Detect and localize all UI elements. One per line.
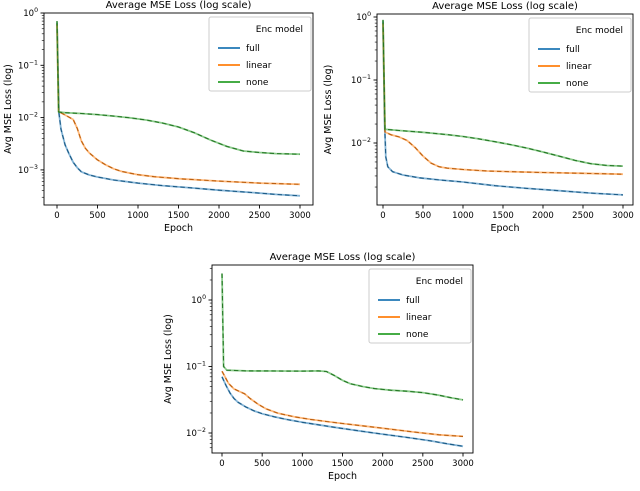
chart-title: Average MSE Loss (log scale) [432, 1, 578, 12]
legend-title: Enc model [256, 25, 303, 35]
x-axis-label: Epoch [490, 223, 519, 234]
plot-frame [376, 13, 634, 206]
series-line-dashed-none [56, 21, 301, 155]
series-group [221, 273, 464, 448]
x-tick-label: 500 [415, 211, 431, 221]
legend: Enc model full linear none [208, 16, 312, 92]
x-tick-label: 1000 [127, 211, 149, 221]
x-tick-label: 0 [380, 211, 385, 221]
y-tick-label: 10−2 [351, 137, 371, 149]
series-group [382, 19, 624, 196]
chart-top-right: Average MSE Loss (log scale) Epoch Avg MSE… [320, 0, 640, 240]
y-axis-label: Avg MSE Loss (log) [323, 65, 334, 155]
legend-title: Enc model [416, 277, 463, 287]
legend-label-none: none [406, 330, 429, 340]
chart-top-left: Average MSE Loss (log scale) Epoch Avg MSE… [0, 0, 320, 240]
chart-svg: Average MSE Loss (log scale) Epoch Avg MSE… [163, 252, 474, 482]
x-tick-label: 0 [54, 211, 59, 221]
legend-label-full: full [246, 44, 260, 54]
legend-label-linear: linear [566, 62, 592, 72]
x-tick-label: 3000 [289, 211, 311, 221]
x-tick-label: 0 [219, 459, 224, 469]
series-line-dashed-full [221, 376, 464, 447]
chart-title: Average MSE Loss (log scale) [106, 0, 252, 11]
series-line-dashed-linear [382, 23, 624, 175]
series-line-full [221, 376, 464, 448]
legend-label-full: full [566, 45, 580, 55]
y-tick-label: 100 [23, 7, 38, 19]
series-line-dashed-linear [56, 23, 301, 185]
series-line-dashed-full [382, 21, 624, 196]
chart-title: Average MSE Loss (log scale) [270, 252, 416, 263]
legend-label-full: full [406, 296, 420, 306]
legend: Enc model full linear none [368, 268, 472, 344]
chart-svg: Average MSE Loss (log scale) Epoch Avg MSE… [3, 0, 314, 234]
legend-label-none: none [566, 79, 589, 89]
x-tick-label: 1500 [332, 459, 354, 469]
legend-label-linear: linear [246, 61, 272, 71]
y-tick-label: 10−3 [18, 164, 38, 176]
y-tick-label: 10−1 [351, 74, 371, 86]
x-tick-label: 2000 [532, 211, 554, 221]
series-line-dashed-linear [221, 370, 464, 437]
x-axis-label: Epoch [164, 223, 193, 234]
x-tick-label: 2500 [249, 211, 271, 221]
chart-bottom-center: Average MSE Loss (log scale) Epoch Avg MSE… [160, 245, 480, 491]
x-tick-label: 1000 [292, 459, 314, 469]
x-tick-label: 2500 [412, 459, 434, 469]
y-tick-label: 10−1 [18, 59, 38, 71]
legend-box [208, 16, 312, 92]
legend-box [368, 268, 472, 344]
series-line-dashed-none [382, 19, 624, 167]
x-tick-label: 1500 [492, 211, 514, 221]
y-axis-label: Avg MSE Loss (log) [163, 314, 174, 404]
legend-box [528, 17, 632, 93]
y-tick-label: 10−1 [186, 361, 206, 373]
chart-svg: Average MSE Loss (log scale) Epoch Avg MSE… [323, 1, 634, 234]
y-tick-label: 100 [191, 294, 206, 306]
y-axis-label: Avg MSE Loss (log) [3, 64, 14, 154]
y-tick-label: 100 [356, 11, 371, 23]
series-group [56, 21, 301, 197]
x-tick-label: 500 [89, 211, 105, 221]
x-tick-label: 1500 [168, 211, 190, 221]
x-tick-label: 2500 [572, 211, 594, 221]
legend-label-linear: linear [406, 313, 432, 323]
series-line-none [221, 273, 464, 401]
y-tick-label: 10−2 [18, 112, 38, 124]
x-tick-label: 500 [254, 459, 270, 469]
x-tick-label: 3000 [452, 459, 474, 469]
x-tick-label: 1000 [452, 211, 474, 221]
x-tick-label: 2000 [372, 459, 394, 469]
legend-title: Enc model [576, 26, 623, 36]
x-axis-label: Epoch [328, 471, 357, 482]
legend-label-none: none [246, 78, 269, 88]
legend: Enc model full linear none [528, 17, 632, 93]
series-line-dashed-full [56, 22, 301, 197]
y-tick-label: 10−2 [186, 427, 206, 439]
x-tick-label: 3000 [612, 211, 634, 221]
x-tick-label: 2000 [208, 211, 230, 221]
